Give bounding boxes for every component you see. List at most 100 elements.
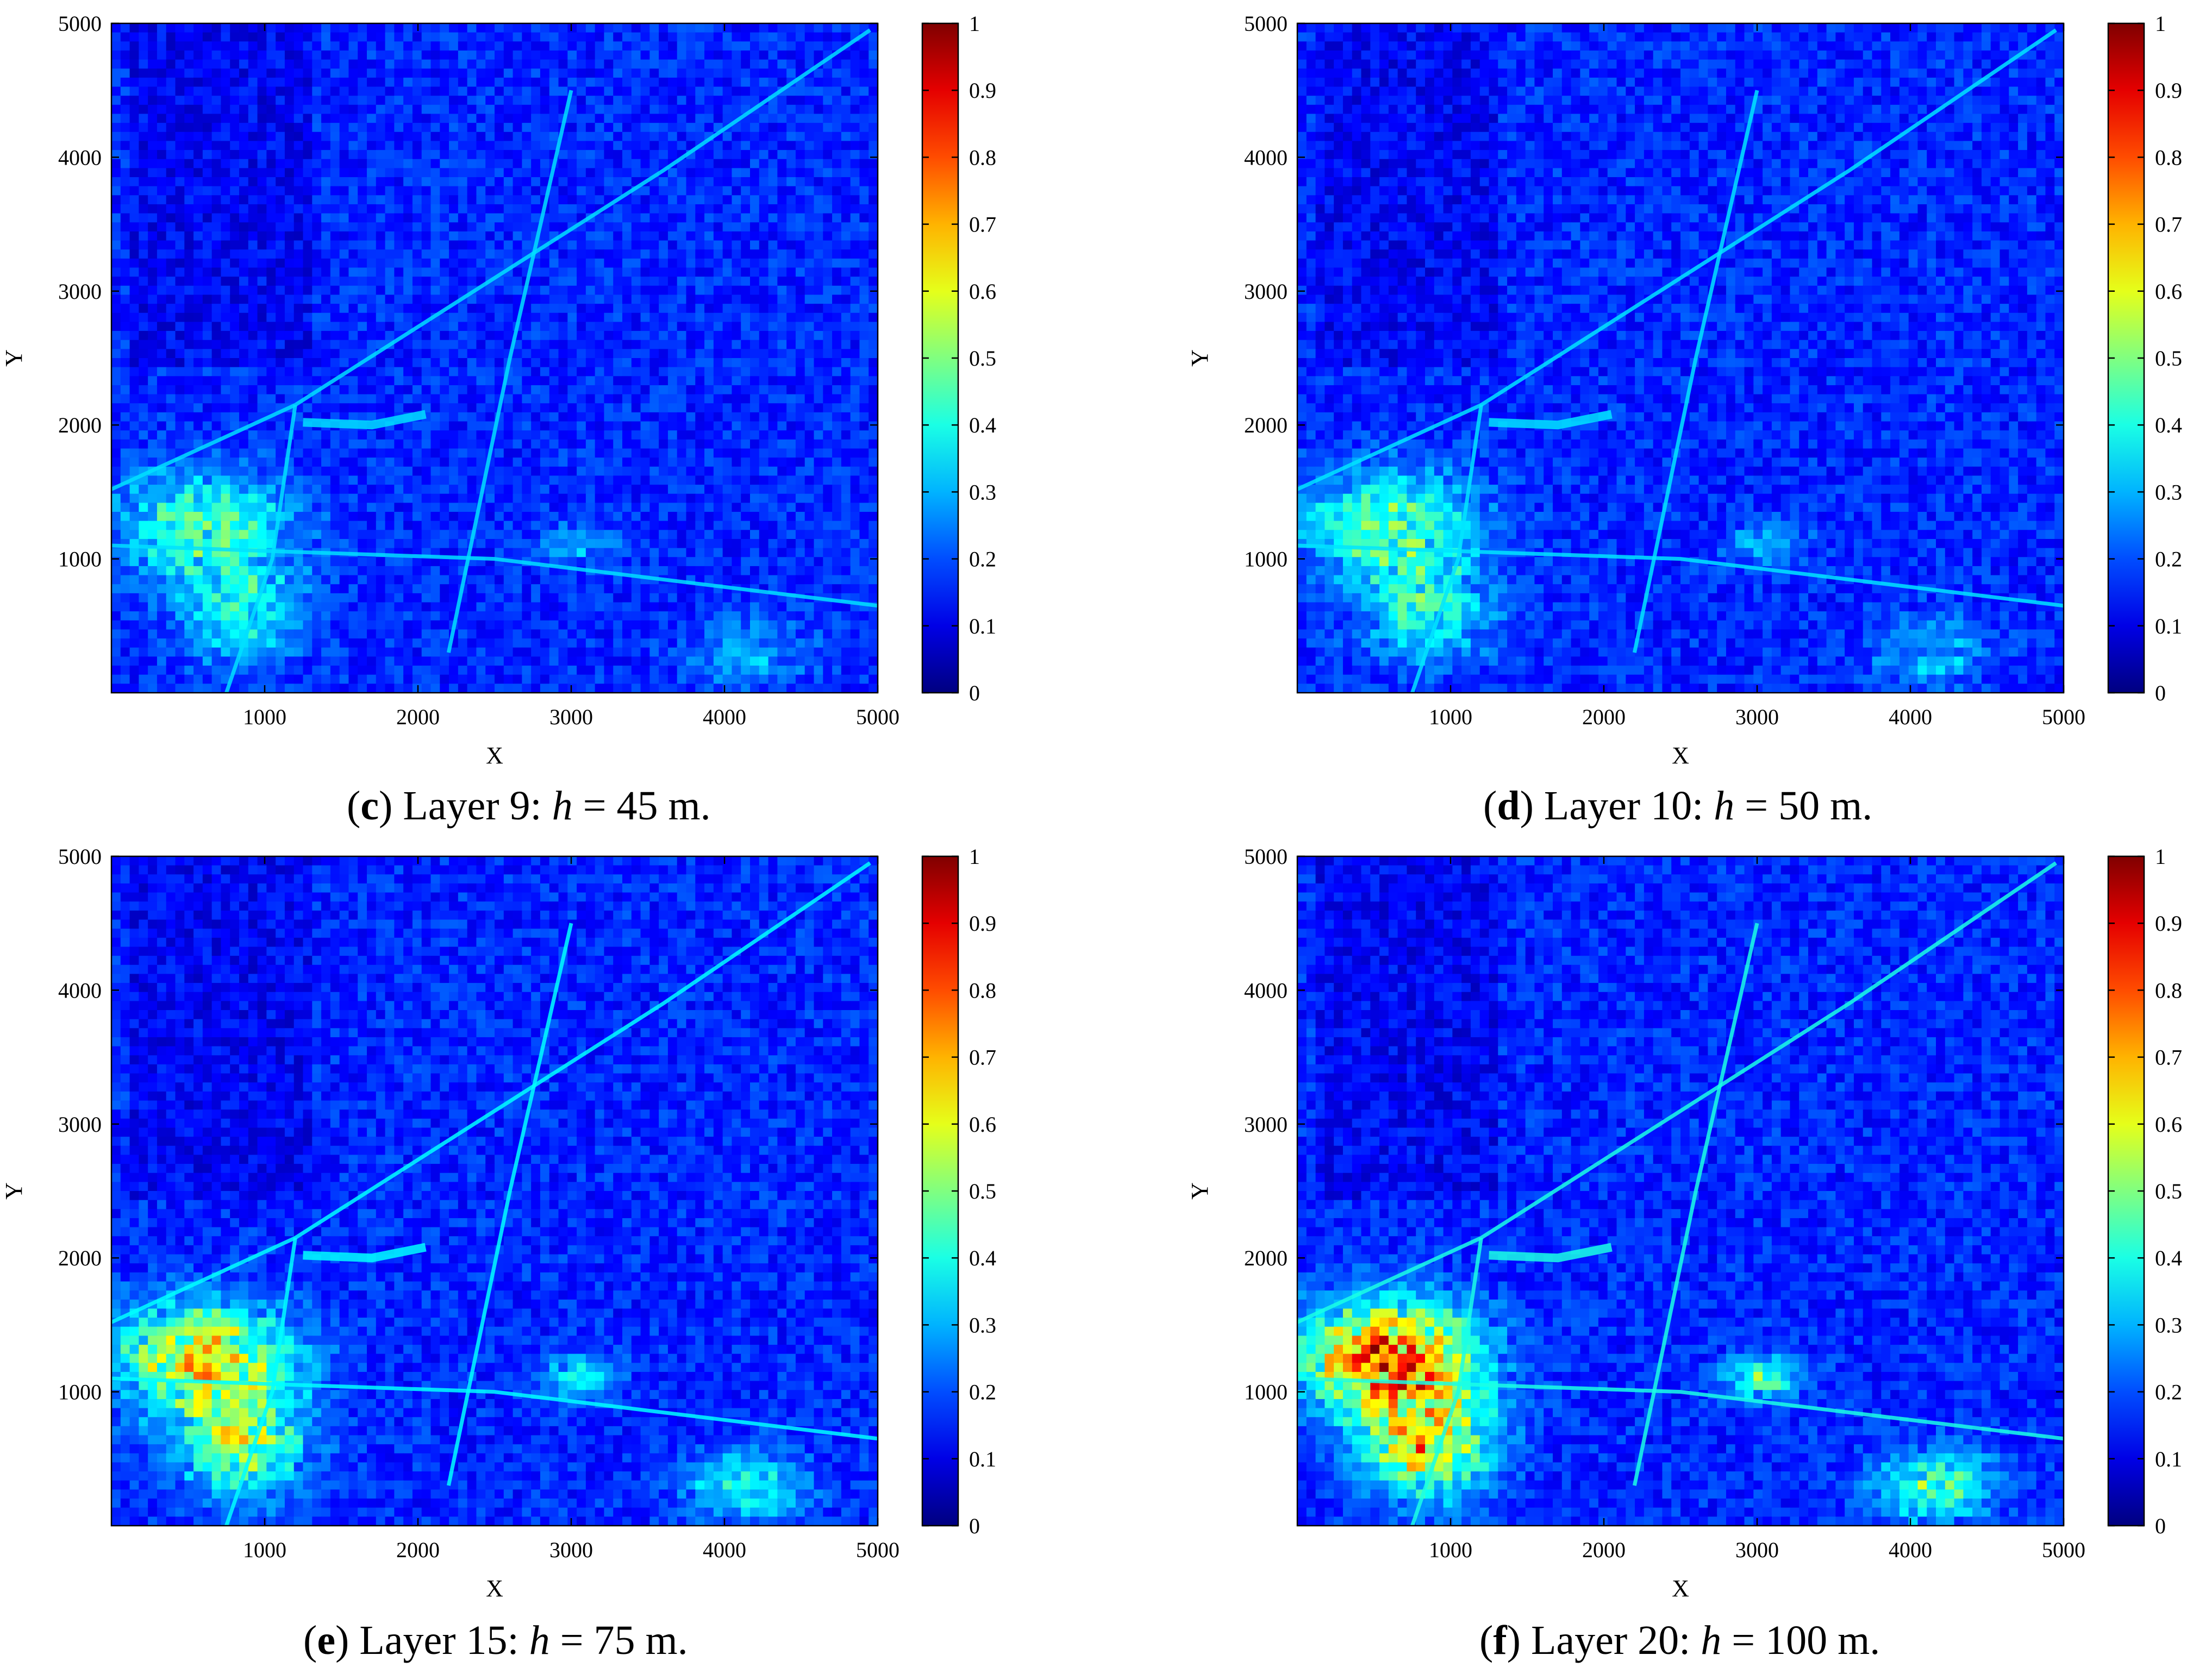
heatmap-cell <box>266 96 276 105</box>
heatmap-cell <box>567 68 577 78</box>
heatmap-cell <box>330 277 340 286</box>
heatmap-cell <box>777 349 787 359</box>
heatmap-cell <box>367 503 377 512</box>
heatmap-cell <box>239 114 249 123</box>
heatmap-cell <box>595 466 605 477</box>
heatmap-cell <box>722 403 733 413</box>
heatmap-cell <box>649 538 659 549</box>
heatmap-cell <box>622 277 632 286</box>
heatmap-cell <box>120 376 130 386</box>
heatmap-cell <box>859 304 869 314</box>
heatmap-cell <box>850 448 860 458</box>
heatmap-cell <box>211 267 222 277</box>
heatmap-cell <box>741 68 751 78</box>
heatmap-cell <box>604 267 614 277</box>
heatmap-cell <box>850 304 860 314</box>
heatmap-cell <box>412 32 422 42</box>
heatmap-cell <box>577 249 586 259</box>
heatmap-cell <box>640 240 650 250</box>
heatmap-cell <box>412 294 422 304</box>
heatmap-cell <box>786 141 796 151</box>
heatmap-cell <box>403 68 413 78</box>
heatmap-cell <box>467 394 477 404</box>
heatmap-cell <box>449 258 459 268</box>
heatmap-cell <box>339 485 349 494</box>
heatmap-cell <box>394 131 404 142</box>
heatmap-cell <box>139 168 148 178</box>
heatmap-cell <box>585 304 596 314</box>
heatmap-cell <box>403 86 413 96</box>
heatmap-cell <box>467 376 477 386</box>
heatmap-cell <box>759 385 769 395</box>
heatmap-cell <box>640 23 650 33</box>
heatmap-cell <box>677 521 687 530</box>
heatmap-cell <box>604 358 614 368</box>
heatmap-cell <box>385 68 395 78</box>
heatmap-cell <box>713 285 723 296</box>
heatmap-cell <box>667 538 678 549</box>
heatmap-cell <box>786 349 796 359</box>
heatmap-cell <box>293 68 304 78</box>
heatmap-cell <box>230 412 240 422</box>
heatmap-cell <box>230 277 240 286</box>
heatmap-cell <box>449 331 459 341</box>
heatmap-cell <box>458 159 468 168</box>
heatmap-cell <box>795 285 805 296</box>
heatmap-cell <box>804 168 815 178</box>
heatmap-cell <box>458 96 468 105</box>
heatmap-cell <box>577 376 586 386</box>
heatmap-cell <box>248 68 258 78</box>
heatmap-cell <box>157 23 167 33</box>
heatmap-cell <box>577 493 586 503</box>
heatmap-cell <box>522 59 532 69</box>
heatmap-cell <box>193 204 203 214</box>
heatmap-cell <box>421 304 432 314</box>
heatmap-cell <box>503 204 514 214</box>
heatmap-cell <box>704 503 714 512</box>
heatmap-cell <box>677 59 687 69</box>
heatmap-cell <box>485 41 495 51</box>
heatmap-cell <box>713 249 723 259</box>
heatmap-cell <box>704 195 714 205</box>
heatmap-cell <box>522 349 532 359</box>
heatmap-cell <box>129 430 139 440</box>
heatmap-cell <box>284 131 295 142</box>
heatmap-cell <box>385 267 395 277</box>
heatmap-cell <box>750 96 760 105</box>
heatmap-cell <box>248 41 258 51</box>
heatmap-cell <box>558 430 568 440</box>
heatmap-cell <box>804 403 815 413</box>
heatmap-cell <box>221 331 230 341</box>
heatmap-cell <box>239 512 249 522</box>
heatmap-cell <box>303 114 313 123</box>
heatmap-cell <box>376 123 386 133</box>
heatmap-cell <box>732 548 741 557</box>
heatmap-cell <box>677 41 687 51</box>
heatmap-cell <box>595 493 605 503</box>
heatmap-cell <box>595 131 605 142</box>
heatmap-cell <box>148 312 158 323</box>
heatmap-cell <box>732 141 741 151</box>
heatmap-cell <box>732 195 741 205</box>
heatmap-cell <box>659 403 668 413</box>
heatmap-cell <box>202 331 213 341</box>
heatmap-cell <box>713 521 723 530</box>
heatmap-cell <box>358 448 367 458</box>
heatmap-cell <box>677 168 687 178</box>
heatmap-cell <box>476 466 486 477</box>
heatmap-cell <box>321 249 331 259</box>
heatmap-cell <box>832 96 842 105</box>
heatmap-cell <box>276 77 285 87</box>
heatmap-cell <box>649 512 659 522</box>
heatmap-cell <box>193 457 203 467</box>
heatmap-cell <box>449 430 459 440</box>
heatmap-cell <box>193 177 203 187</box>
heatmap-cell <box>394 367 404 377</box>
heatmap-cell <box>293 493 304 503</box>
heatmap-cell <box>485 412 495 422</box>
heatmap-cell <box>193 168 203 178</box>
heatmap-cell <box>276 349 285 359</box>
heatmap-cell <box>430 195 440 205</box>
heatmap-cell <box>741 376 751 386</box>
heatmap-cell <box>704 177 714 187</box>
